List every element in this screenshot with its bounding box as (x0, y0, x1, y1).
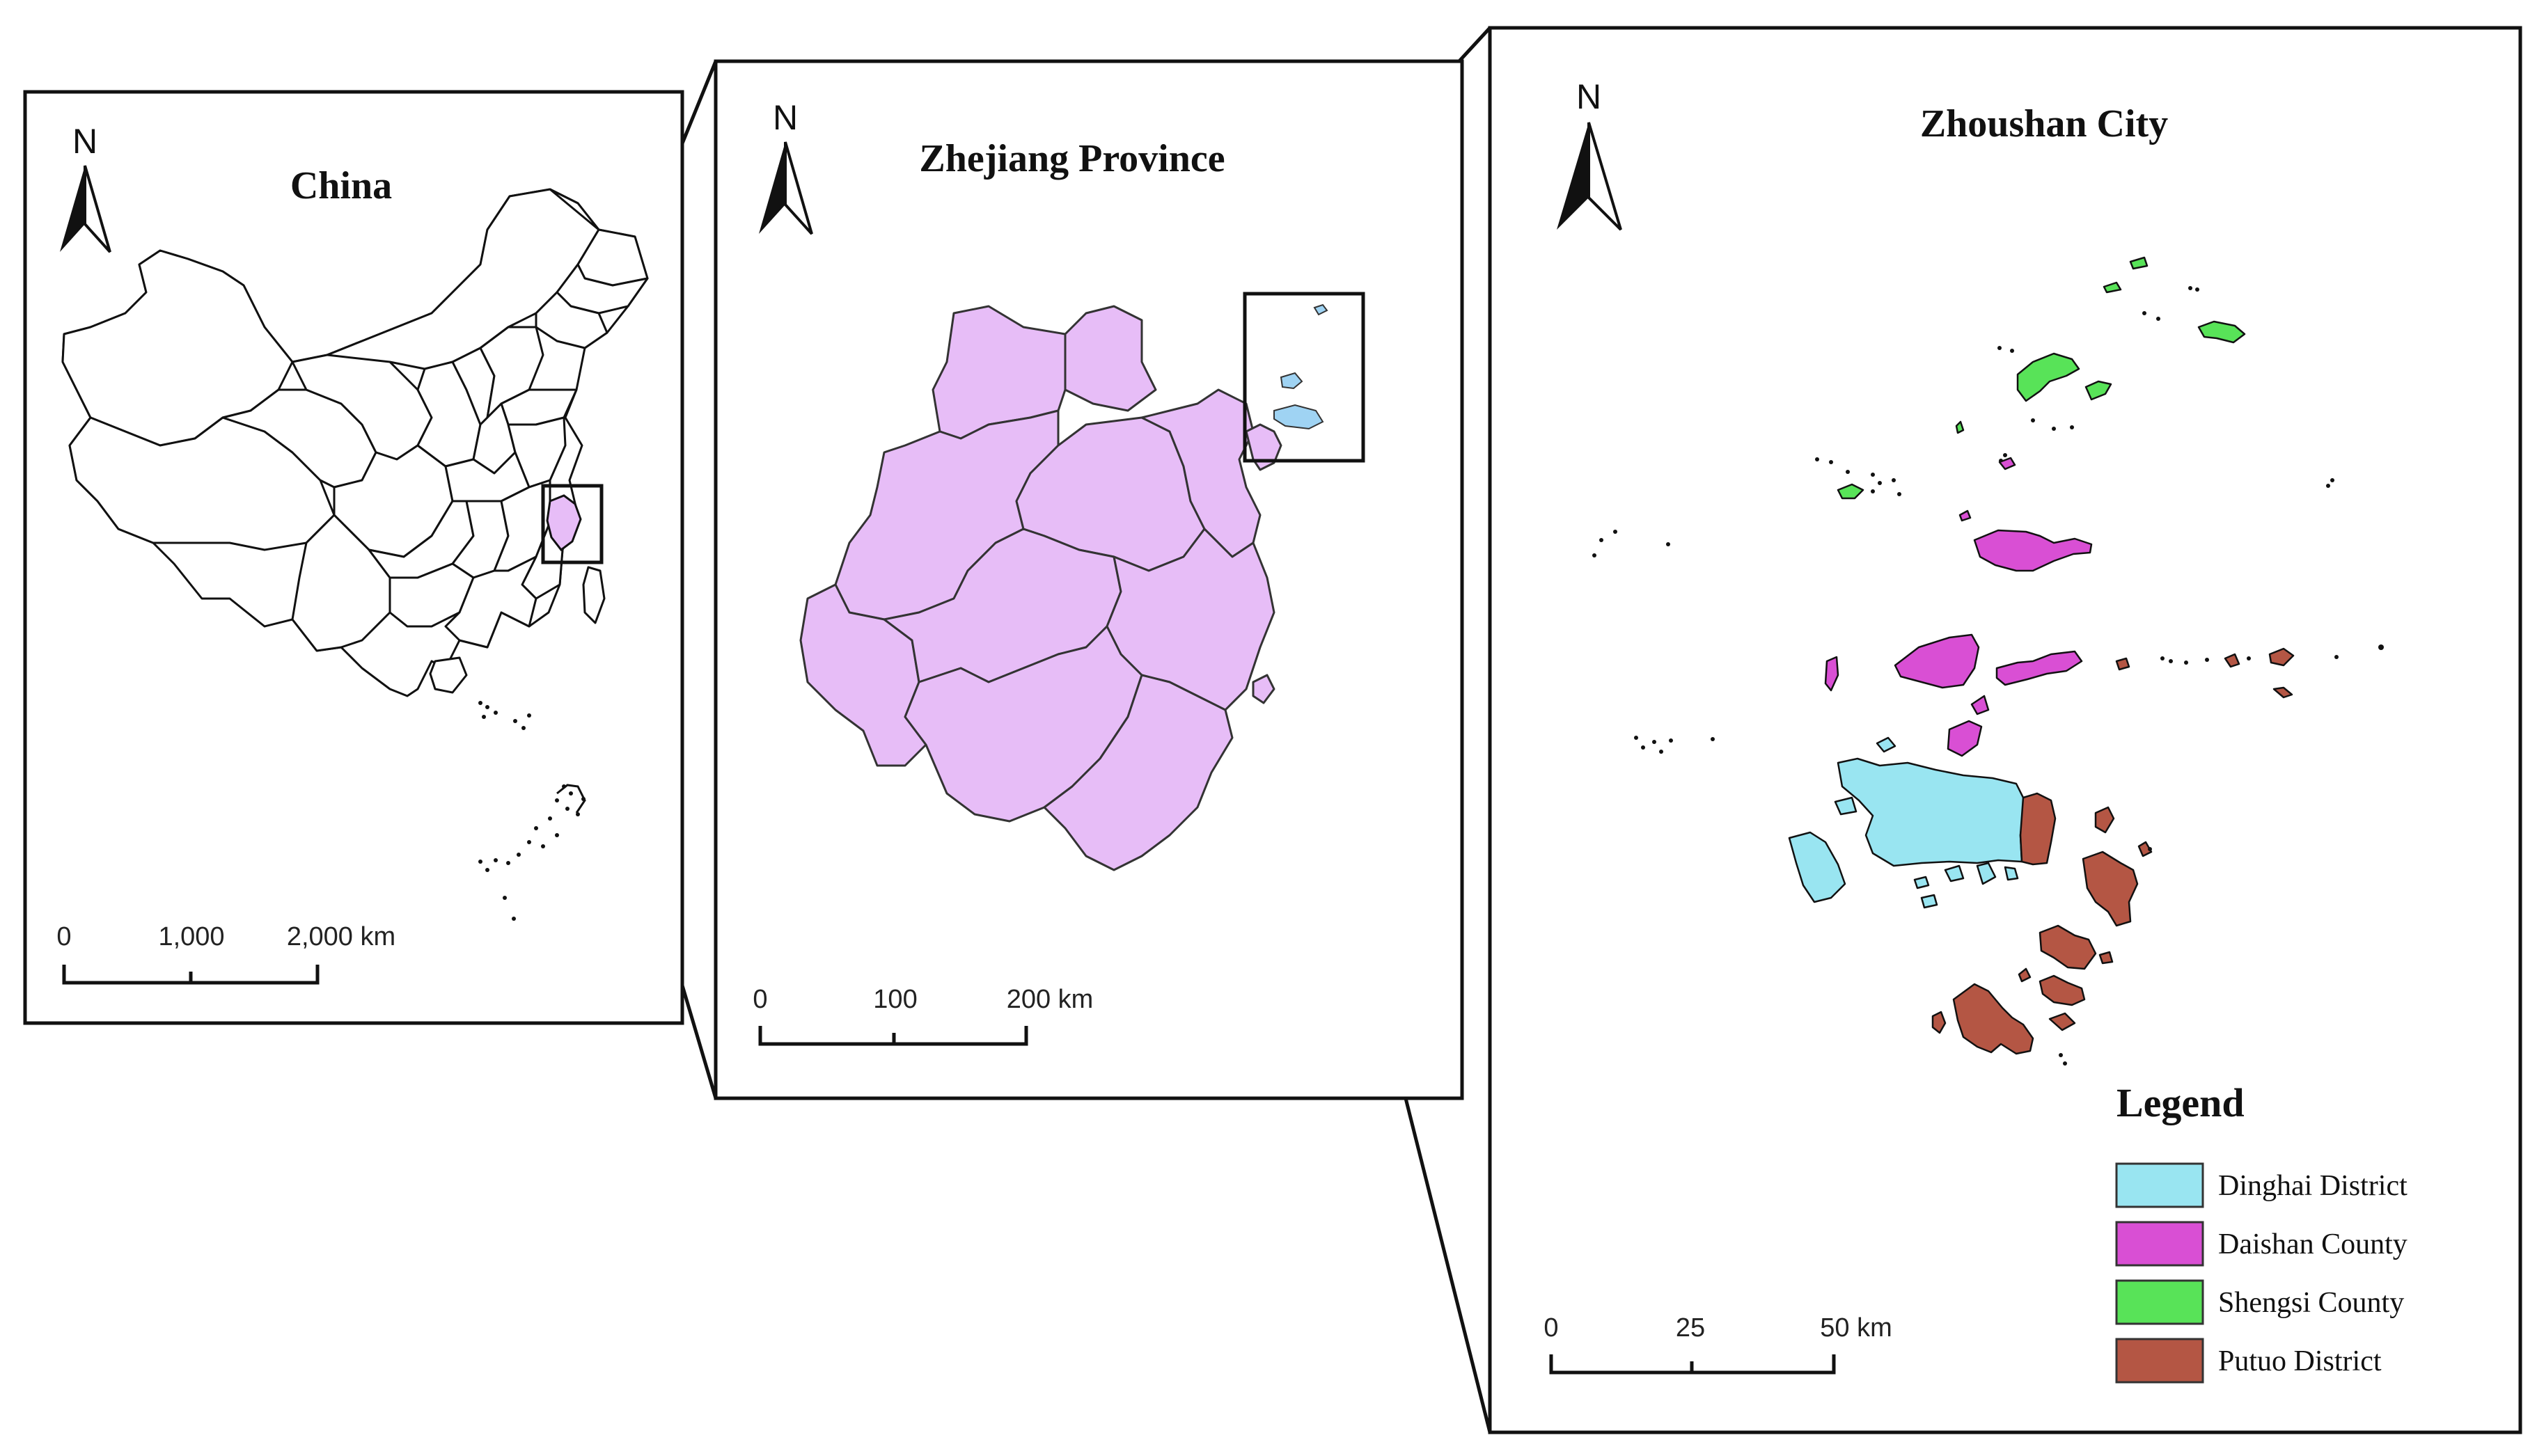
island-zhoushan-2 (1252, 674, 1275, 704)
legend-swatch-0 (2115, 1162, 2204, 1208)
legend-swatch-2 (2115, 1279, 2204, 1325)
island-taiwan (582, 566, 606, 624)
zhejiang-scale-tick-0: 0 (753, 985, 767, 1014)
zhejiang-scale-tick-1: 100 (873, 985, 917, 1014)
china-zoom-box (541, 484, 604, 564)
region-shengsi-county (1837, 256, 2246, 500)
north-arrow-left-half (60, 166, 85, 252)
china-map (61, 188, 649, 697)
zhejiang-zhoushan-islands (1273, 303, 1328, 430)
zhejiang-panel: N Zhejiang Province 0 (714, 59, 1464, 1100)
zhejiang-scale-tick-2: 200 km (1007, 985, 1094, 1014)
zhejiang-north-arrow: N (759, 98, 813, 235)
city-jiaxing (1064, 305, 1157, 412)
legend-label-0: Dinghai District (2218, 1170, 2408, 1202)
legend-swatch-1 (2115, 1221, 2204, 1267)
legend-title: Legend (2116, 1080, 2245, 1125)
putuo-small-islets (2059, 644, 2384, 1066)
dinghai-small-islets (1634, 736, 1715, 754)
zhoushan-title: Zhoushan City (1920, 102, 2168, 145)
legend-swatch-3 (2115, 1338, 2204, 1384)
zhoushan-north-arrow: N (1557, 77, 1622, 231)
zhejiang-map (799, 305, 1282, 871)
north-arrow-right-half (1587, 122, 1622, 231)
south-china-sea-boundary (556, 784, 586, 814)
north-arrow-right-half (784, 141, 813, 235)
region-daishan-county (1824, 457, 2093, 757)
zhoushan-north-letter: N (1576, 77, 1601, 116)
china-title: China (290, 164, 392, 207)
zhejiang-scale-bar: 0 100 200 km (753, 985, 1094, 1046)
china-scale-tick-0: 0 (56, 922, 71, 951)
province-liaoning (535, 291, 608, 349)
china-scale-tick-1: 1,000 (158, 922, 224, 951)
china-north-arrow: N (60, 122, 111, 253)
province-guangdong (444, 555, 537, 649)
zhoushan-panel: N Zhoushan City (1488, 26, 2522, 1434)
city-ningbo (1140, 388, 1262, 558)
legend-label-2: Shengsi County (2218, 1287, 2404, 1319)
zhoushan-scale-tick-2: 50 km (1820, 1313, 1892, 1343)
zhejiang-north-letter: N (773, 98, 798, 137)
zhoushan-scale-tick-1: 25 (1676, 1313, 1705, 1343)
north-arrow-right-half (84, 165, 111, 253)
province-yunnan (291, 514, 391, 652)
region-putuo-district (1931, 647, 2295, 1055)
zhejiang-title: Zhejiang Province (919, 137, 1225, 180)
zhoushan-scale-bar: 0 25 50 km (1544, 1313, 1892, 1375)
zhoushan-panel-frame (1488, 26, 2522, 1434)
zhoushan-scale-tick-0: 0 (1544, 1313, 1558, 1343)
zhejiang-zoom-box (1243, 292, 1365, 463)
china-panel: N China (23, 90, 684, 1025)
legend-label-1: Daishan County (2218, 1228, 2408, 1260)
china-scale-bar: 0 1,000 2,000 km (56, 922, 395, 985)
china-north-letter: N (72, 122, 97, 161)
region-dinghai-district (1788, 736, 2026, 909)
island-hainan (429, 656, 468, 694)
legend-label-3: Putuo District (2218, 1345, 2382, 1377)
map-legend: Legend Dinghai District Daishan County She… (2115, 1080, 2408, 1384)
china-scale-tick-2: 2,000 km (287, 922, 395, 951)
north-arrow-left-half (1557, 122, 1589, 230)
china-zhejiang-highlight (546, 494, 582, 552)
city-wenzhou (1043, 674, 1234, 871)
north-arrow-left-half (759, 142, 785, 234)
